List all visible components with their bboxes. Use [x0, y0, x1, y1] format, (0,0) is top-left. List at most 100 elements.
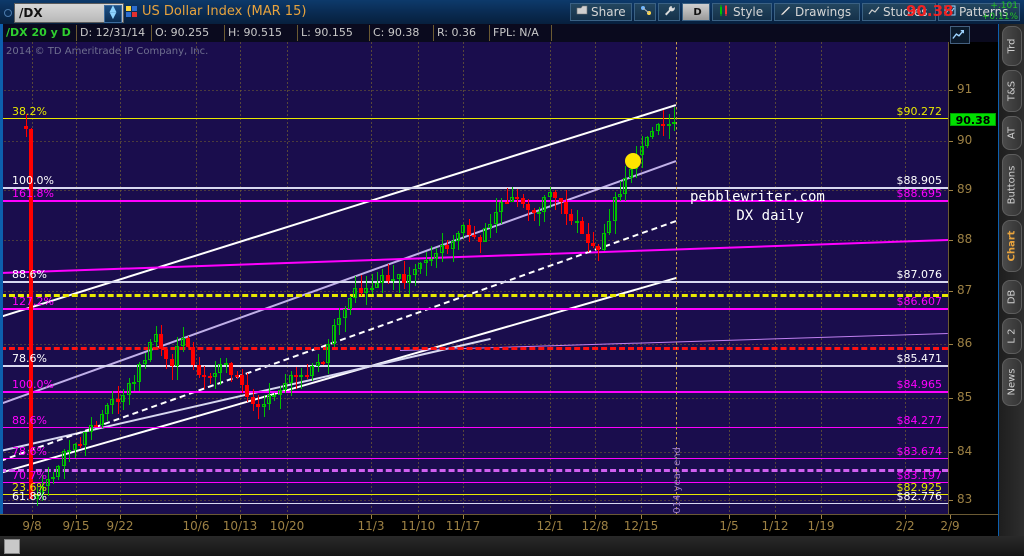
date-axis-tick — [371, 515, 372, 519]
horizontal-gridline — [0, 500, 948, 501]
candle-body — [175, 346, 179, 366]
date-axis-label: 11/10 — [400, 519, 436, 533]
vertical-gridline — [595, 42, 596, 514]
drawings-button[interactable]: Drawings — [774, 3, 860, 21]
dashed-level-line — [0, 294, 948, 297]
candle-body — [197, 364, 201, 376]
chevron-down-icon[interactable]: ▲ ▼ — [104, 5, 122, 23]
price-level-label: $84.965 — [896, 378, 943, 391]
candle-wick — [58, 464, 59, 481]
date-axis-tick — [729, 515, 730, 519]
candle-wick — [129, 377, 130, 406]
level-line — [0, 308, 948, 310]
drawings-label: Drawings — [795, 5, 852, 19]
date-axis[interactable]: 9/8 9/15 9/22 10/6 10/13 10/20 11/3 11/10 11/17 1… — [0, 514, 998, 537]
sidebar-tab-db[interactable]: DB — [1002, 280, 1022, 314]
candle-body — [402, 274, 406, 283]
vertical-gridline — [775, 42, 776, 514]
sidebar-tab-buttons[interactable]: Buttons — [1002, 154, 1022, 216]
right-sidebar-tabs: Trd T&S AT Buttons Chart DB L 2 News — [998, 24, 1024, 536]
price-axis-tick — [949, 190, 953, 191]
candle-body — [602, 233, 606, 250]
candle-body — [116, 399, 120, 403]
price-axis[interactable]: 91 90 89 88 87 86 85 84 83 90.38 — [948, 42, 998, 514]
sidebar-tab-at[interactable]: AT — [1002, 116, 1022, 150]
candle-wick — [372, 274, 373, 294]
date-axis-label: 9/22 — [106, 519, 134, 533]
candle-body — [218, 364, 222, 374]
candle-body — [456, 233, 460, 241]
chart-settings-icon[interactable] — [950, 26, 970, 44]
candle-body — [40, 486, 44, 495]
sidebar-tab-l-2[interactable]: L 2 — [1002, 318, 1022, 354]
candle-body — [56, 465, 60, 478]
candle-body — [591, 242, 595, 246]
sidebar-tab-news[interactable]: News — [1002, 358, 1022, 406]
candle-body — [483, 228, 487, 242]
candle-wick — [210, 373, 211, 385]
fib-level-label: 78.6% — [12, 352, 47, 365]
symbol-input[interactable]: /DX ▲ ▼ — [14, 3, 124, 23]
sidebar-tab-chart[interactable]: Chart — [1002, 220, 1022, 272]
price-level-label: $90.272 — [896, 105, 943, 118]
tools-button[interactable] — [658, 3, 680, 21]
candle-wick — [409, 266, 410, 295]
candle-wick — [496, 197, 497, 234]
candle-wick — [631, 158, 632, 183]
candle-wick — [625, 165, 626, 201]
date-axis-tick — [821, 515, 822, 519]
window-indicator-dot — [4, 9, 12, 17]
info-close: C: 90.38 — [373, 26, 420, 39]
candle-wick — [399, 273, 400, 293]
instrument-icon — [126, 6, 137, 17]
candle-body — [262, 403, 266, 408]
patterns-label: Patterns — [959, 5, 1009, 19]
vertical-gridline — [240, 42, 241, 514]
candle-wick — [80, 436, 81, 448]
candle-body — [337, 318, 341, 325]
date-axis-label: 11/3 — [357, 519, 385, 533]
sidebar-tab-t-s[interactable]: T&S — [1002, 70, 1022, 112]
lower-white-channel — [0, 277, 677, 474]
fib-level-label: 23.6% — [12, 481, 47, 494]
candle-body — [672, 121, 676, 125]
info-separator — [76, 25, 77, 41]
fib-level-label: 88.6% — [12, 268, 47, 281]
candle-body — [321, 361, 325, 364]
date-axis-label: 10/20 — [269, 519, 305, 533]
studies-button[interactable]: Studies — [862, 3, 936, 21]
candle-body — [440, 245, 444, 253]
candle-body — [407, 275, 411, 283]
candle-wick — [172, 353, 173, 380]
share-button[interactable]: Share — [570, 3, 632, 21]
horizontal-gridline — [0, 291, 948, 292]
candle-body — [461, 224, 465, 234]
candle-wick — [544, 194, 545, 223]
price-level-label: $83.674 — [896, 445, 943, 458]
status-bar-icon[interactable] — [4, 539, 20, 554]
sidebar-tab-trd[interactable]: Trd — [1002, 26, 1022, 66]
link-button[interactable] — [634, 3, 656, 21]
share-label: Share — [591, 5, 626, 19]
candle-wick — [393, 265, 394, 291]
candle-body — [289, 375, 293, 383]
info-separator — [489, 25, 490, 41]
style-button[interactable]: Style — [712, 3, 772, 21]
candle-body — [494, 211, 498, 224]
price-change-abs: +.101 — [990, 1, 1018, 11]
detach-button[interactable]: D — [682, 3, 710, 21]
price-axis-tick — [949, 500, 953, 501]
candle-wick — [382, 268, 383, 294]
last-price-badge: 90.38 — [950, 113, 996, 127]
year-divider-line — [676, 42, 677, 514]
patterns-button[interactable]: Patterns — [938, 3, 1020, 21]
date-axis-tick — [418, 515, 419, 519]
info-separator — [551, 25, 552, 41]
candle-wick — [350, 295, 351, 315]
fib-level-label: 78.6% — [12, 445, 47, 458]
candle-body — [521, 197, 525, 204]
price-chart-canvas[interactable]: 2014 © TD Ameritrade IP Company, Inc. 20… — [0, 42, 948, 514]
date-axis-tick — [76, 515, 77, 519]
candle-body — [251, 397, 255, 404]
candle-body — [78, 443, 82, 446]
